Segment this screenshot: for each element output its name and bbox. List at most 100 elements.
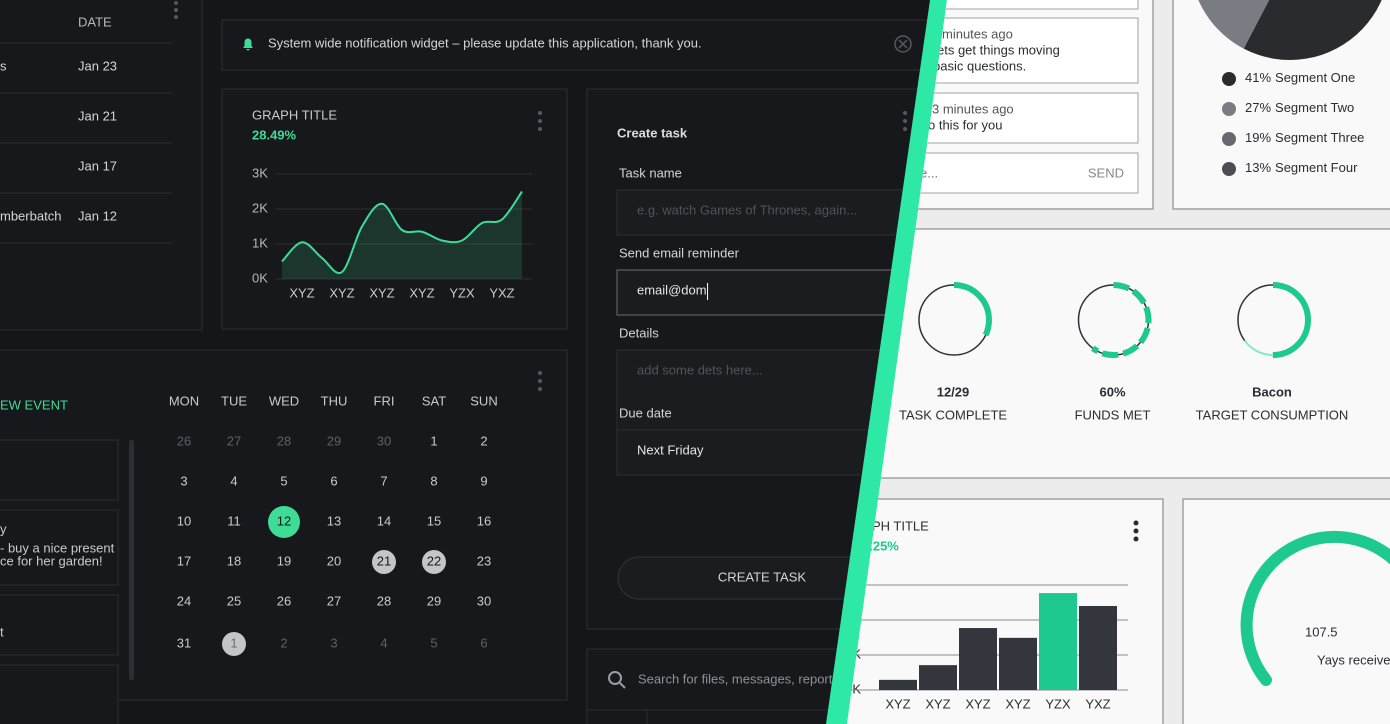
- input[interactable]: [616, 189, 947, 236]
- message-text: basic questions.: [933, 58, 1026, 73]
- day: 3: [180, 473, 187, 488]
- bar: [999, 637, 1037, 690]
- scrollbar: [129, 440, 134, 680]
- day: 8: [430, 473, 437, 488]
- day: 28: [377, 593, 391, 608]
- legend-dot: [1222, 132, 1236, 146]
- day: 3: [330, 635, 337, 650]
- legend-dot: [1222, 102, 1236, 116]
- search-input[interactable]: Search for files, messages, report: [638, 671, 833, 686]
- stat-label: FUNDS MET: [1075, 407, 1151, 422]
- day: 1: [430, 433, 437, 448]
- day: 22: [427, 553, 441, 568]
- row-date: Jan 12: [78, 208, 117, 223]
- legend-entry: 41% Segment One: [1245, 70, 1355, 85]
- new-event-link[interactable]: EW EVENT: [0, 397, 68, 412]
- event-text: - buy a nice present: [0, 540, 115, 555]
- day: 16: [477, 513, 491, 528]
- day: 25: [227, 593, 241, 608]
- bar-title: PH TITLE: [872, 518, 929, 533]
- event-text: y: [0, 521, 7, 536]
- create-button-label[interactable]: CREATE TASK: [718, 569, 806, 584]
- day: 1: [230, 635, 237, 650]
- selected-marker: [422, 550, 446, 574]
- x-tick-label: XYZ: [965, 696, 990, 711]
- x-tick-label: YZX: [449, 285, 475, 300]
- kebab[interactable]: [903, 111, 907, 131]
- field-label: Send email reminder: [619, 245, 740, 260]
- legend-value: 41%: [1245, 70, 1271, 85]
- table-header: DATE: [78, 14, 112, 29]
- weekday: FRI: [374, 393, 395, 408]
- send-button[interactable]: SEND: [1088, 165, 1124, 180]
- kebab[interactable]: [538, 111, 542, 131]
- day: 4: [230, 473, 237, 488]
- today-marker: [268, 506, 300, 538]
- y-tick-label: 0K: [252, 270, 268, 285]
- day: 4: [380, 635, 387, 650]
- legend-name: Segment Two: [1275, 100, 1354, 115]
- search-icon: [608, 671, 626, 689]
- input[interactable]: [616, 269, 947, 316]
- bar: [919, 665, 957, 690]
- weekday: TUE: [221, 393, 247, 408]
- day: 17: [177, 553, 191, 568]
- chat-input[interactable]: e...: [920, 165, 938, 180]
- day: 6: [480, 635, 487, 650]
- close-icon[interactable]: [894, 35, 912, 53]
- weekday: MON: [169, 393, 199, 408]
- x-tick-label: XYZ: [925, 696, 950, 711]
- placeholder: add some dets here...: [637, 362, 763, 377]
- event-card: [0, 664, 119, 724]
- bar: [1039, 593, 1077, 690]
- ring-progress: [916, 282, 992, 358]
- x-tick-label: XYZ: [1005, 696, 1030, 711]
- row-date: Jan 17: [78, 158, 117, 173]
- row-date: Jan 21: [78, 108, 117, 123]
- kebab[interactable]: [538, 371, 542, 391]
- day: 15: [427, 513, 441, 528]
- day: 23: [477, 553, 491, 568]
- placeholder: e.g. watch Games of Thrones, again...: [637, 202, 857, 217]
- legend-value: 27%: [1245, 100, 1271, 115]
- stat-value: Bacon: [1252, 384, 1292, 399]
- y-tick-label: 3K: [252, 165, 268, 180]
- field-label: Due date: [619, 405, 672, 420]
- day: 19: [277, 553, 291, 568]
- legend-entry: 27% Segment Two: [1245, 100, 1354, 115]
- day: 2: [480, 433, 487, 448]
- legend-value: 19%: [1245, 130, 1271, 145]
- input-value: Next Friday: [637, 442, 704, 457]
- day: 29: [327, 433, 341, 448]
- x-tick-label: XYZ: [885, 696, 910, 711]
- day: 27: [327, 593, 341, 608]
- gauge-label: Yays receive: [1317, 652, 1390, 667]
- weekday: WED: [269, 393, 299, 408]
- stats: 12/29 TASK COMPLETE 60% FUNDS MET Bacon TARGE…: [899, 282, 1349, 422]
- x-tick-label: XYZ: [409, 285, 434, 300]
- legend-entry: 19% Segment Three: [1245, 130, 1364, 145]
- event-text: t: [0, 624, 4, 639]
- field-label: Details: [619, 325, 659, 340]
- line-chart: 0K 1K 2K 3K XYZ XYZ XYZ XYZ YZX YXZ: [252, 165, 532, 300]
- ring-progress: [1075, 282, 1152, 358]
- line: [281, 190, 523, 275]
- pie-slice: [1243, 0, 1390, 60]
- stat-label: TARGET CONSUMPTION: [1196, 407, 1349, 422]
- row-name: mberbatch: [0, 208, 61, 223]
- graph-title: GRAPH TITLE: [252, 107, 337, 122]
- diagonal-stripe: [826, 0, 948, 724]
- day: 5: [280, 473, 287, 488]
- day: 21: [377, 553, 391, 568]
- day: 30: [477, 593, 491, 608]
- ring-extra: [1237, 284, 1309, 356]
- event-card: [0, 439, 119, 501]
- gauge-arc: [1240, 530, 1390, 686]
- pie-chart: 41% Segment One 27% Segment Two 19% Segment T…: [1190, 0, 1390, 176]
- day: 28: [277, 433, 291, 448]
- graph-headline: 28.49%: [252, 127, 297, 142]
- kebab[interactable]: [1133, 520, 1139, 542]
